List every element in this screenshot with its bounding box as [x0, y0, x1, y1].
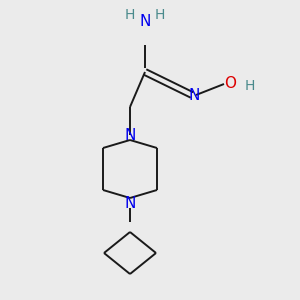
Text: N: N — [139, 14, 151, 29]
Text: N: N — [124, 196, 136, 211]
Text: O: O — [224, 76, 236, 92]
Text: H: H — [155, 8, 165, 22]
Text: N: N — [124, 128, 136, 142]
Text: H: H — [125, 8, 135, 22]
Text: N: N — [188, 88, 200, 104]
Text: H: H — [245, 79, 255, 93]
